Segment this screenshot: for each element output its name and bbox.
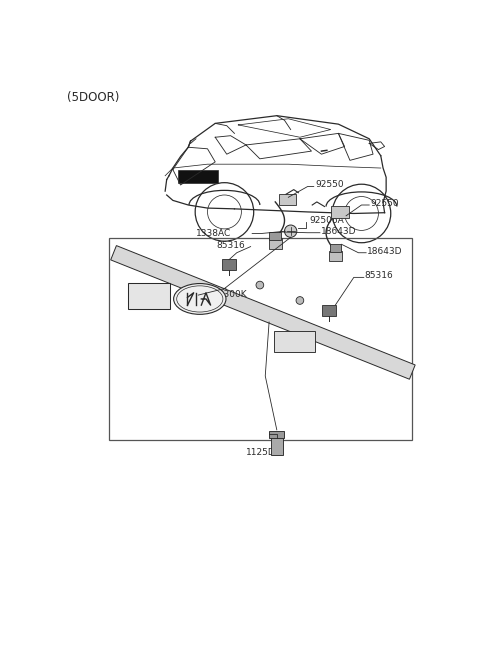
FancyBboxPatch shape (269, 232, 281, 240)
FancyBboxPatch shape (331, 206, 349, 218)
FancyBboxPatch shape (269, 431, 284, 438)
Text: 92506A: 92506A (309, 216, 344, 225)
Text: (5DOOR): (5DOOR) (67, 91, 120, 104)
FancyBboxPatch shape (269, 239, 282, 249)
Text: 18643D: 18643D (321, 227, 356, 236)
Text: 92550: 92550 (371, 199, 399, 208)
FancyBboxPatch shape (222, 258, 236, 270)
Circle shape (256, 281, 264, 289)
FancyBboxPatch shape (128, 283, 170, 309)
FancyBboxPatch shape (271, 437, 283, 455)
FancyBboxPatch shape (330, 244, 341, 253)
Text: 85316: 85316 (217, 241, 245, 249)
Text: 1125DN: 1125DN (246, 449, 283, 457)
Text: 85316: 85316 (365, 272, 393, 280)
Ellipse shape (174, 283, 226, 314)
Text: 86300K: 86300K (212, 290, 247, 299)
Bar (178, 170, 218, 184)
Circle shape (285, 225, 297, 237)
Polygon shape (111, 245, 415, 379)
Text: 1338AC: 1338AC (196, 229, 231, 238)
FancyBboxPatch shape (329, 251, 342, 261)
FancyBboxPatch shape (279, 194, 297, 205)
Text: 92550: 92550 (315, 180, 344, 190)
Text: 18643D: 18643D (367, 247, 402, 256)
FancyBboxPatch shape (322, 305, 336, 316)
Circle shape (296, 297, 304, 304)
FancyBboxPatch shape (275, 331, 314, 352)
Bar (109, 238, 412, 440)
